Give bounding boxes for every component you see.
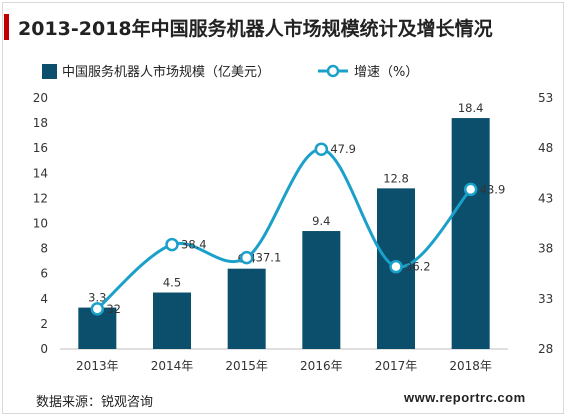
- bar: [451, 118, 490, 349]
- chart-frame: [2, 2, 564, 414]
- y-left-tick-label: 12: [33, 191, 48, 205]
- y-left-tick-label: 14: [33, 166, 48, 180]
- line-point-marker: [90, 302, 105, 316]
- line-point-marker: [389, 259, 403, 274]
- line-data-label: 36.2: [405, 260, 431, 274]
- line-data-label: 37.1: [256, 251, 282, 265]
- x-tick-label: 2018年: [449, 359, 492, 373]
- y-left-tick-label: 2: [40, 317, 48, 331]
- line-data-label: 43.9: [480, 182, 506, 196]
- y-right-tick-label: 28: [538, 342, 553, 356]
- y-right-tick-label: 43: [538, 191, 553, 205]
- line-data-label: 38.4: [181, 238, 207, 252]
- y-left-tick-label: 20: [33, 91, 48, 105]
- y-left-tick-label: 6: [40, 267, 48, 281]
- line-data-label: 47.9: [330, 142, 356, 156]
- y-left-tick-label: 0: [40, 342, 48, 356]
- y-left-tick-label: 4: [40, 292, 48, 306]
- y-left-tick-label: 18: [33, 116, 48, 130]
- data-source: 数据来源：锐观咨询: [36, 395, 154, 410]
- y-right-tick-label: 38: [538, 242, 553, 256]
- chart-title: 2013-2018年中国服务机器人市场规模统计及增长情况: [18, 18, 493, 40]
- line-data-label: 32: [106, 302, 121, 316]
- bar: [302, 231, 341, 349]
- y-left-tick-label: 16: [33, 141, 48, 155]
- title-accent-bar: [4, 14, 9, 40]
- line-point-marker: [314, 142, 329, 156]
- bar-data-label: 3.3: [88, 291, 106, 305]
- legend-line-label: 增速（%）: [354, 65, 418, 80]
- bar-data-label: 12.8: [383, 171, 409, 185]
- x-tick-label: 2016年: [300, 359, 343, 373]
- bar: [153, 292, 191, 349]
- legend-bar-swatch: [42, 64, 57, 79]
- y-right-tick-label: 33: [538, 292, 553, 306]
- line-point-marker: [463, 182, 478, 197]
- y-left-tick-label: 8: [40, 242, 48, 256]
- x-tick-label: 2013年: [76, 359, 119, 373]
- line-point-marker: [239, 250, 254, 265]
- x-tick-label: 2015年: [225, 359, 268, 373]
- y-left-tick-label: 10: [33, 217, 48, 231]
- bar-data-label: 18.4: [458, 101, 484, 115]
- bar-data-label: 9.4: [312, 214, 330, 228]
- x-tick-label: 2017年: [375, 359, 418, 373]
- watermark: www.reportrc.com: [404, 390, 526, 405]
- legend-bar-label: 中国服务机器人市场规模（亿美元）: [62, 64, 270, 80]
- y-right-tick-label: 48: [538, 141, 553, 155]
- legend-line-marker: [326, 64, 340, 78]
- y-right-tick-label: 53: [538, 91, 553, 105]
- bar-data-label: 4.5: [163, 276, 181, 290]
- bar: [227, 268, 266, 349]
- x-tick-label: 2014年: [151, 359, 194, 373]
- line-point-marker: [165, 237, 179, 252]
